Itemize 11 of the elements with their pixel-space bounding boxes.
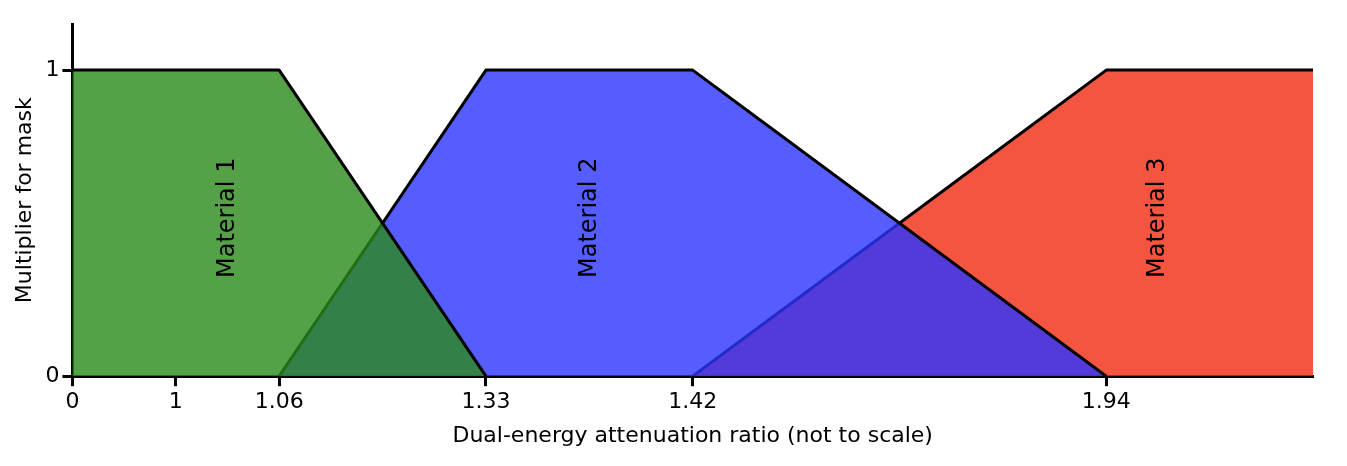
- x-tick-label: 1.33: [461, 388, 511, 414]
- x-tick-label: 1.06: [254, 388, 304, 414]
- x-tick-label: 1: [168, 388, 183, 414]
- series-label: Material 3: [1142, 157, 1171, 278]
- x-tick-label: 1.42: [668, 388, 718, 414]
- series-label: Material 2: [573, 157, 602, 278]
- x-axis-title: Dual-energy attenuation ratio (not to scale): [452, 421, 933, 447]
- series-label: Material 1: [211, 157, 240, 278]
- x-tick-label: 1.94: [1081, 388, 1131, 414]
- y-axis-title: Multiplier for mask: [10, 97, 36, 304]
- x-tick-label: 0: [65, 388, 80, 414]
